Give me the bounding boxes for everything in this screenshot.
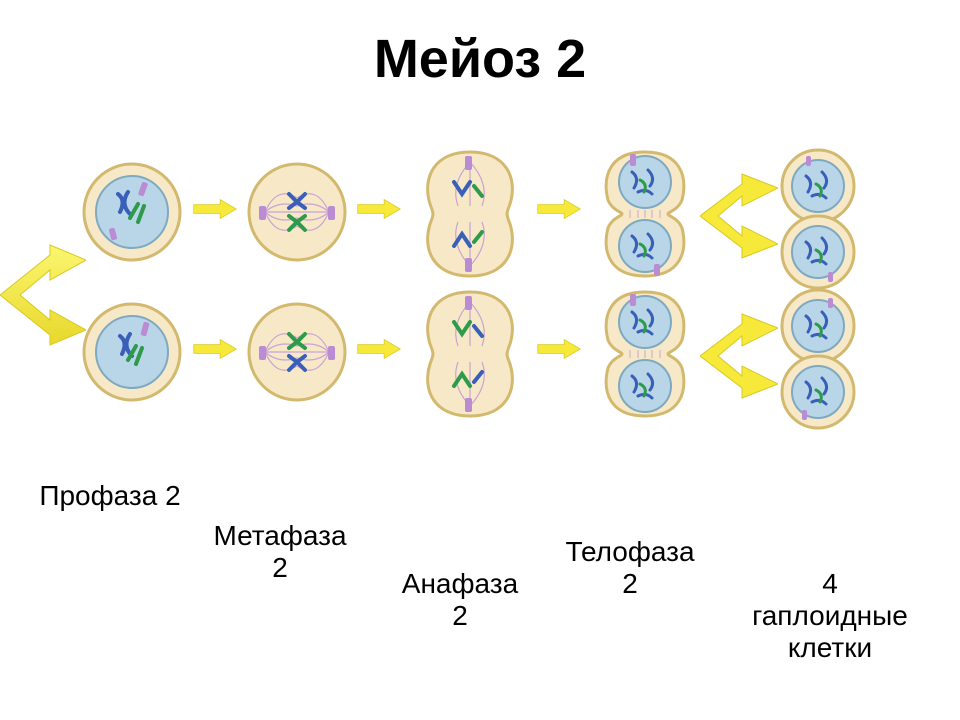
page-title: Мейоз 2 — [0, 28, 960, 90]
haploid-cell-2 — [778, 212, 858, 292]
cell-metaphase2-bottom — [245, 300, 349, 404]
cell-telophase2-bottom — [590, 284, 700, 424]
arrow-top-2 — [350, 198, 408, 220]
label-anaphase2: Анафаза 2 — [370, 568, 550, 632]
haploid-cell-4 — [778, 352, 858, 432]
label-metaphase2: Метафаза 2 — [190, 520, 370, 584]
split-arrow-initial — [0, 225, 86, 365]
cell-metaphase2-top — [245, 160, 349, 264]
cell-prophase2-bottom — [80, 300, 184, 404]
label-haploid: 4 гаплоидные клетки — [720, 568, 940, 665]
arrow-top-3 — [530, 198, 588, 220]
label-prophase2: Профаза 2 — [20, 480, 200, 512]
arrow-bottom-1 — [186, 338, 244, 360]
meiosis2-diagram — [0, 150, 960, 480]
cell-prophase2-top — [80, 160, 184, 264]
arrow-bottom-2 — [350, 338, 408, 360]
cell-anaphase2-top — [410, 144, 530, 284]
cell-anaphase2-bottom — [410, 284, 530, 424]
split-arrow-bottom — [700, 296, 778, 416]
arrow-top-1 — [186, 198, 244, 220]
split-arrow-top — [700, 156, 778, 276]
arrow-bottom-3 — [530, 338, 588, 360]
label-telophase2: Телофаза 2 — [540, 536, 720, 600]
cell-telophase2-top — [590, 144, 700, 284]
